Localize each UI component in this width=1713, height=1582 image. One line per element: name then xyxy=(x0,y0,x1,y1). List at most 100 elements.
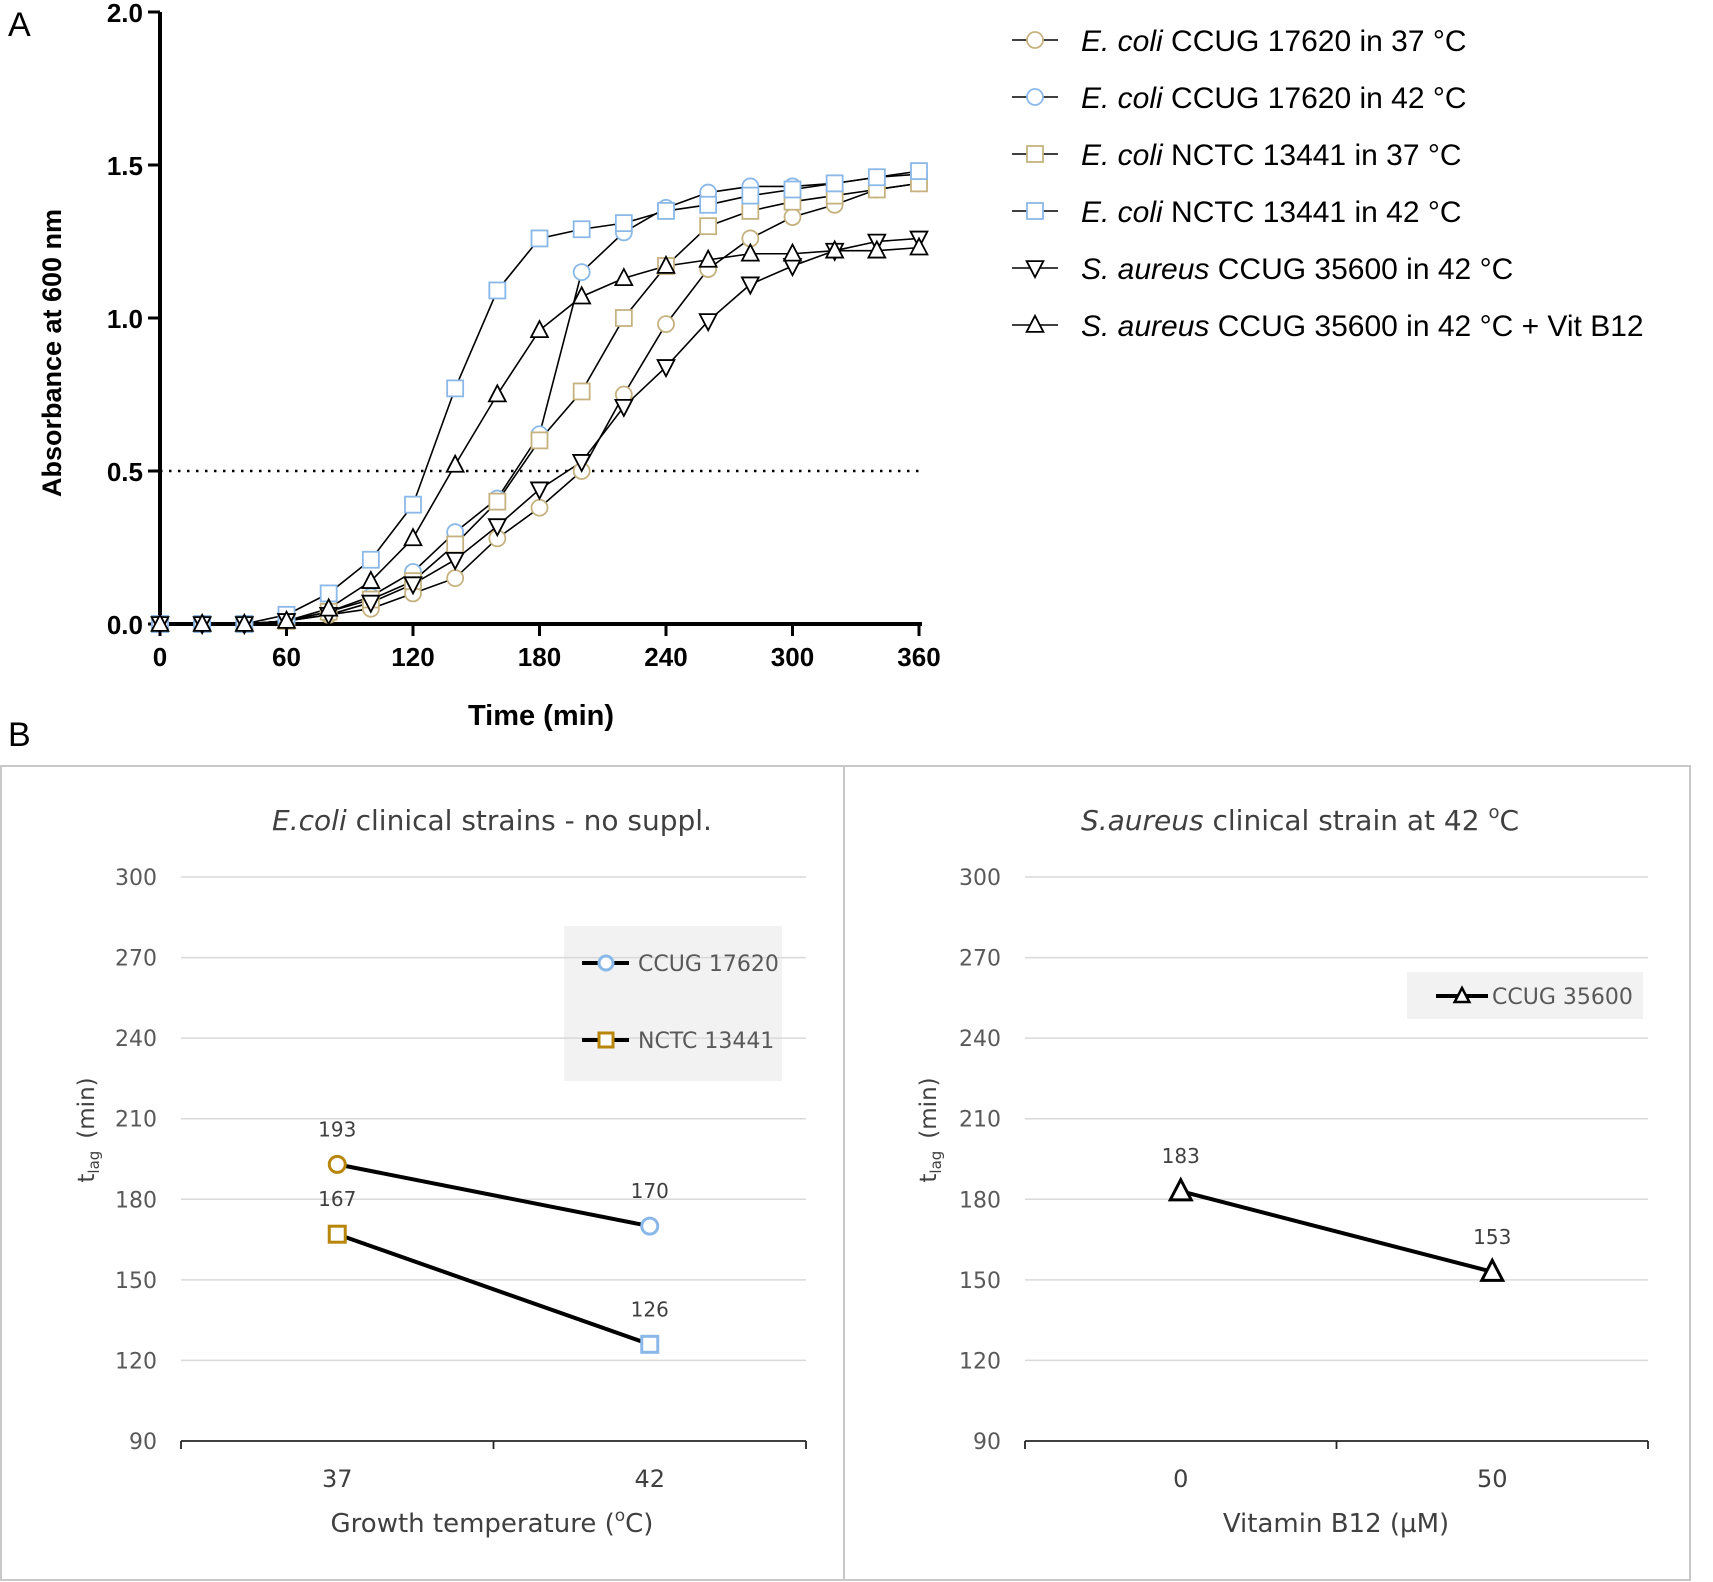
growth-legend-label: S. aureus CCUG 35600 in 42 °C xyxy=(1081,253,1513,286)
growth-data-point xyxy=(698,313,719,333)
growth-data-point xyxy=(699,195,718,214)
lag-left-legend-label: CCUG 17620 xyxy=(638,952,779,977)
lag-right-y-tick-label: 90 xyxy=(973,1430,1001,1455)
growth-y-tick-label: 0.5 xyxy=(107,457,143,487)
lag-right-legend-marker xyxy=(1452,985,1472,1004)
lag-left-x-tick-label: 42 xyxy=(634,1465,665,1493)
lag-right-data-point xyxy=(1167,1176,1194,1202)
growth-y-tick-label: 0.0 xyxy=(107,610,143,640)
growth-y-tick-label: 2.0 xyxy=(107,0,143,28)
lag-left-data-label: 193 xyxy=(318,1117,356,1141)
lag-left-y-tick-label: 300 xyxy=(115,866,157,891)
growth-data-point xyxy=(530,431,549,450)
growth-data-point xyxy=(360,594,381,614)
growth-data-point xyxy=(572,263,591,282)
lag-left-data-point xyxy=(640,1334,660,1354)
lag-left-y-tick-label: 150 xyxy=(115,1269,157,1294)
growth-data-point xyxy=(657,315,675,334)
growth-data-point xyxy=(614,214,633,233)
lag-left-y-tick-label: 180 xyxy=(115,1188,157,1213)
growth-data-point xyxy=(360,570,381,589)
growth-x-tick-label: 60 xyxy=(272,642,301,672)
growth-y-axis-label: Absorbance at 600 nm xyxy=(37,209,67,497)
lag-left-y-tick-label: 210 xyxy=(115,1108,157,1133)
growth-data-point xyxy=(446,379,465,398)
lag-left-x-tick-label: 37 xyxy=(322,1465,353,1493)
lag-vitamin-chart: S.aureus clinical strain at 42 oC Vitami… xyxy=(916,802,1649,1539)
lag-left-series-line xyxy=(336,1162,651,1229)
lag-left-y-tick-label: 240 xyxy=(115,1027,157,1052)
lag-left-legend-marker xyxy=(597,1031,615,1049)
growth-data-point xyxy=(783,180,802,199)
growth-data-point xyxy=(825,174,844,193)
growth-data-point xyxy=(487,518,508,538)
growth-data-point xyxy=(488,492,507,511)
growth-data-point xyxy=(572,382,591,401)
growth-data-point xyxy=(445,551,466,571)
lag-left-legend-marker xyxy=(597,954,615,972)
lag-right-y-tick-label: 120 xyxy=(959,1349,1001,1374)
lag-left-frame xyxy=(0,765,845,1581)
lag-right-x-axis-label: Vitamin B12 (µM) xyxy=(1223,1509,1449,1539)
lag-right-data-label: 183 xyxy=(1162,1144,1200,1168)
growth-data-point xyxy=(656,359,676,379)
growth-data-point xyxy=(403,576,423,596)
lag-right-data-label: 153 xyxy=(1473,1225,1511,1249)
lag-left-data-point xyxy=(327,1224,347,1244)
panel-label-a: A xyxy=(8,6,31,44)
growth-data-point xyxy=(741,201,760,220)
growth-data-point xyxy=(234,612,255,632)
lag-left-y-tick-label: 270 xyxy=(115,947,157,972)
growth-data-point xyxy=(404,495,422,514)
growth-data-point xyxy=(571,285,592,305)
growth-data-point xyxy=(699,217,718,236)
growth-data-point xyxy=(446,535,465,554)
growth-series-line xyxy=(160,182,920,625)
growth-data-point xyxy=(741,186,760,205)
growth-data-point xyxy=(783,208,802,226)
lag-right-series-line xyxy=(1180,1189,1493,1274)
growth-data-point xyxy=(530,229,549,248)
growth-data-point xyxy=(740,276,761,296)
lag-left-data-label: 167 xyxy=(318,1187,356,1211)
growth-x-tick-label: 300 xyxy=(771,642,814,672)
lag-right-y-tick-label: 210 xyxy=(959,1108,1001,1133)
lag-right-y-tick-label: 150 xyxy=(959,1269,1001,1294)
growth-data-point xyxy=(740,242,761,262)
growth-data-point xyxy=(530,498,549,517)
lag-right-title: S.aureus clinical strain at 42 oC xyxy=(1081,802,1519,837)
lag-left-series-line xyxy=(336,1232,651,1347)
growth-legend-label: E. coli CCUG 17620 in 42 °C xyxy=(1081,82,1467,115)
growth-data-point xyxy=(867,168,886,187)
panel-label-b: B xyxy=(8,716,31,754)
lag-left-legend-box xyxy=(564,926,782,1081)
lag-right-x-tick-label: 50 xyxy=(1477,1465,1508,1493)
growth-data-point xyxy=(276,609,297,629)
growth-data-point xyxy=(571,454,592,473)
growth-data-point xyxy=(403,527,423,547)
lag-right-frame xyxy=(843,765,1691,1581)
lag-left-data-point xyxy=(327,1154,347,1174)
growth-x-tick-label: 360 xyxy=(897,642,940,672)
growth-data-point xyxy=(613,398,634,418)
growth-data-point xyxy=(910,162,928,181)
lag-left-y-axis-label: tlag(min) xyxy=(74,1077,103,1182)
growth-x-tick-label: 240 xyxy=(644,642,687,672)
lag-right-y-tick-label: 240 xyxy=(959,1027,1001,1052)
growth-data-point xyxy=(614,309,633,327)
growth-legend-label: E. coli NCTC 13441 in 37 °C xyxy=(1081,139,1462,172)
growth-legend-marker xyxy=(1026,31,1044,49)
lag-right-data-point xyxy=(1479,1257,1506,1282)
growth-legend-marker xyxy=(1026,88,1044,106)
growth-legend-label: E. coli NCTC 13441 in 42 °C xyxy=(1081,196,1462,229)
growth-x-tick-label: 0 xyxy=(153,642,167,672)
growth-x-axis-label: Time (min) xyxy=(468,700,614,732)
growth-x-tick-label: 180 xyxy=(518,642,561,672)
growth-legend-marker xyxy=(1025,313,1045,333)
lag-right-y-tick-label: 270 xyxy=(959,947,1001,972)
growth-data-point xyxy=(656,254,676,274)
lag-left-data-point xyxy=(640,1216,660,1236)
lag-left-data-label: 170 xyxy=(631,1179,669,1203)
growth-data-point xyxy=(572,220,591,239)
growth-data-point xyxy=(866,239,887,259)
